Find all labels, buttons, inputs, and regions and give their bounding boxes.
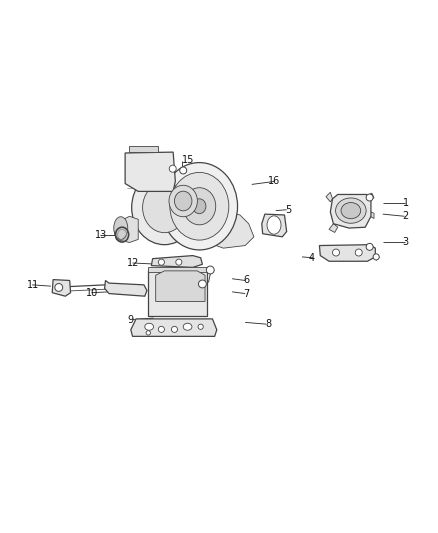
Ellipse shape <box>198 324 203 329</box>
Polygon shape <box>130 146 158 152</box>
Ellipse shape <box>366 244 373 251</box>
Text: 13: 13 <box>95 230 107 240</box>
Bar <box>148 270 207 316</box>
Ellipse shape <box>267 216 281 234</box>
Polygon shape <box>262 214 287 237</box>
Polygon shape <box>330 195 371 228</box>
Ellipse shape <box>355 249 362 256</box>
Ellipse shape <box>341 203 360 219</box>
Ellipse shape <box>169 165 176 172</box>
Text: 3: 3 <box>403 238 409 247</box>
Ellipse shape <box>193 199 206 214</box>
Ellipse shape <box>132 171 197 245</box>
Text: 2: 2 <box>403 211 409 221</box>
Ellipse shape <box>198 280 206 288</box>
Text: 1: 1 <box>403 198 409 208</box>
Text: 4: 4 <box>309 253 315 263</box>
Polygon shape <box>131 319 217 336</box>
Ellipse shape <box>373 254 379 260</box>
Ellipse shape <box>366 194 373 201</box>
Polygon shape <box>329 224 338 232</box>
Text: 7: 7 <box>244 288 250 298</box>
Polygon shape <box>125 152 175 191</box>
Text: 10: 10 <box>86 288 98 298</box>
Ellipse shape <box>114 217 128 239</box>
Polygon shape <box>151 256 202 268</box>
Ellipse shape <box>171 326 177 333</box>
Ellipse shape <box>170 172 229 240</box>
Ellipse shape <box>158 326 164 333</box>
Ellipse shape <box>158 259 164 265</box>
Ellipse shape <box>336 198 366 223</box>
Polygon shape <box>52 280 71 296</box>
Ellipse shape <box>206 266 214 274</box>
Text: 5: 5 <box>285 205 291 215</box>
Polygon shape <box>114 216 138 243</box>
Ellipse shape <box>176 259 182 265</box>
Polygon shape <box>367 193 374 201</box>
Text: 11: 11 <box>27 280 39 290</box>
Polygon shape <box>191 211 254 248</box>
Ellipse shape <box>146 330 150 335</box>
Ellipse shape <box>55 284 63 292</box>
Ellipse shape <box>145 323 153 330</box>
Text: 6: 6 <box>244 276 250 286</box>
Text: 15: 15 <box>182 155 194 165</box>
Ellipse shape <box>161 163 237 250</box>
Polygon shape <box>326 192 332 202</box>
Text: 9: 9 <box>127 315 134 325</box>
Bar <box>148 266 207 272</box>
Ellipse shape <box>143 182 186 233</box>
Polygon shape <box>105 280 147 296</box>
Text: 12: 12 <box>127 258 140 268</box>
Polygon shape <box>319 245 375 261</box>
Polygon shape <box>155 271 205 302</box>
Ellipse shape <box>332 249 339 256</box>
Text: 8: 8 <box>265 319 272 329</box>
Ellipse shape <box>174 191 192 211</box>
Ellipse shape <box>180 167 187 174</box>
Text: 14: 14 <box>158 155 170 165</box>
Polygon shape <box>367 211 374 219</box>
Ellipse shape <box>183 323 192 330</box>
Ellipse shape <box>169 185 198 217</box>
Text: 16: 16 <box>268 176 280 187</box>
Ellipse shape <box>183 188 216 225</box>
